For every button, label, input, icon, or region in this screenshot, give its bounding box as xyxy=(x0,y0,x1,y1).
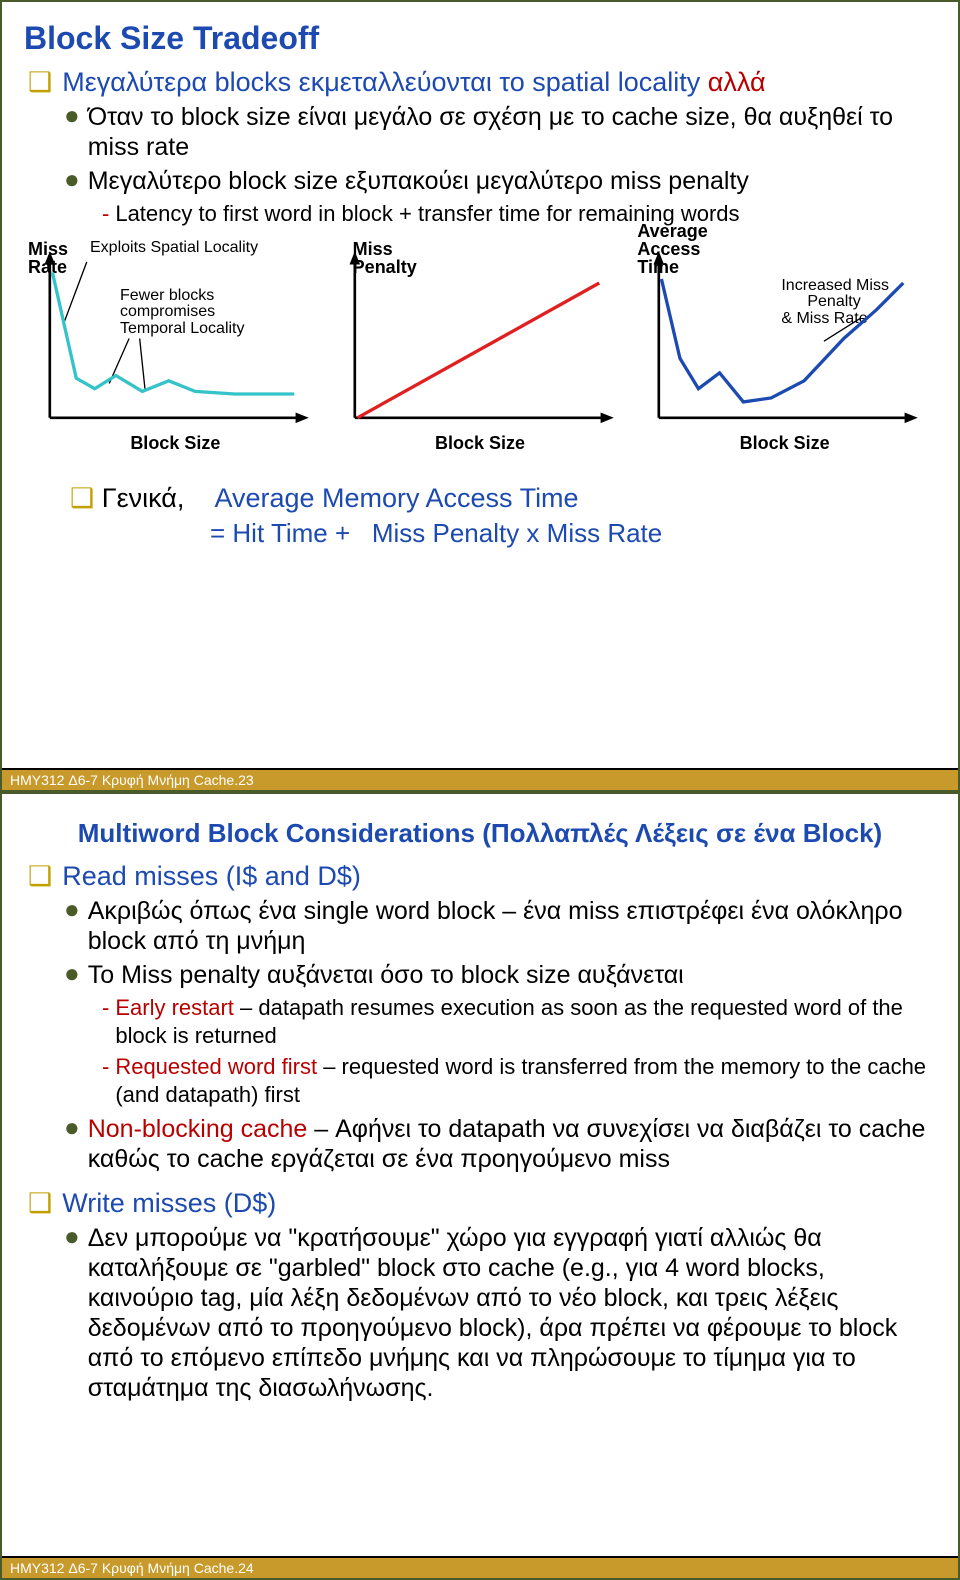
charts-row: Miss Rate Exploits Spatial Locality Fewe… xyxy=(24,246,936,454)
slide2-dash2: - Requested word first – requested word … xyxy=(102,1053,936,1108)
slide1-sub-1: ● Όταν το block size είναι μεγάλο σε σχέ… xyxy=(64,102,936,162)
slide2-d3: ● Non-blocking cache – Αφήνει το datapat… xyxy=(64,1114,936,1174)
slide-block-size-tradeoff: Block Size Tradeoff ❑ Μεγαλύτερα blocks … xyxy=(0,0,960,792)
slide1-sub-2: ● Μεγαλύτερο block size εξυπακούει μεγαλ… xyxy=(64,166,936,196)
dash-bullet-icon: - xyxy=(102,1053,109,1081)
dash-text: Requested word first – requested word is… xyxy=(115,1053,936,1108)
dot-bullet-icon: ● xyxy=(64,960,80,986)
sub-text: Μεγαλύτερο block size εξυπακούει μεγαλύτ… xyxy=(88,166,749,196)
square-bullet-icon: ❑ xyxy=(70,483,94,513)
chart2-xlabel: Block Size xyxy=(337,433,624,454)
slide2-q2: ❑ Write misses (D$) xyxy=(28,1188,936,1219)
slide1-title: Block Size Tradeoff xyxy=(24,20,936,57)
chart-miss-rate: Miss Rate Exploits Spatial Locality Fewe… xyxy=(32,246,319,454)
bullet-text: Write misses (D$) xyxy=(62,1188,276,1219)
dash-bullet-icon: - xyxy=(102,200,109,228)
sub-text: Όταν το block size είναι μεγάλο σε σχέση… xyxy=(88,102,936,162)
dot-bullet-icon: ● xyxy=(64,896,80,922)
slide1-bullet-1: ❑ Μεγαλύτερα blocks εκμεταλλεύονται το s… xyxy=(28,67,936,98)
chart-avg-access-time: Average Access Time Increased Miss Penal… xyxy=(641,246,928,454)
chart1-canvas xyxy=(32,246,319,431)
square-bullet-icon: ❑ xyxy=(28,1188,52,1219)
chart3-xlabel: Block Size xyxy=(641,433,928,454)
dot-bullet-icon: ● xyxy=(64,166,80,192)
slide2-q1: ❑ Read misses (I$ and D$) xyxy=(28,861,936,892)
slide2-d4: ● Δεν μπορούμε να "κρατήσουμε" χώρο για … xyxy=(64,1223,936,1403)
sub-text: Ακριβώς όπως ένα single word block – ένα… xyxy=(88,896,936,956)
sub-text: Το Miss penalty αυξάνεται όσο το block s… xyxy=(88,960,684,990)
sub-text: Non-blocking cache – Αφήνει το datapath … xyxy=(88,1114,936,1174)
square-bullet-icon: ❑ xyxy=(28,861,52,892)
slide-multiword-block: Multiword Block Considerations (Πολλαπλέ… xyxy=(0,792,960,1580)
slide2-footer: HMY312 Δ6-7 Κρυφή Μνήμη Cache.24 xyxy=(2,1556,958,1578)
bullet-text: Μεγαλύτερα blocks εκμεταλλεύονται το spa… xyxy=(62,67,765,98)
slide1-footer: HMY312 Δ6-7 Κρυφή Μνήμη Cache.23 xyxy=(2,768,958,790)
dot-bullet-icon: ● xyxy=(64,1223,80,1249)
chart-miss-penalty: Miss Penalty Block Size xyxy=(337,246,624,454)
chart2-canvas xyxy=(337,246,624,431)
dash-text: Early restart – datapath resumes executi… xyxy=(115,994,936,1049)
sub-text: Δεν μπορούμε να "κρατήσουμε" χώρο για εγ… xyxy=(88,1223,936,1403)
square-bullet-icon: ❑ xyxy=(28,67,52,98)
slide2-title: Multiword Block Considerations (Πολλαπλέ… xyxy=(24,818,936,849)
dot-bullet-icon: ● xyxy=(64,1114,80,1140)
amat-formula: ❑ Γενικά, Average Memory Access Time = H… xyxy=(70,480,936,552)
chart3-canvas xyxy=(641,246,928,431)
slide1-dash-1: - Latency to first word in block + trans… xyxy=(102,200,936,228)
slide2-d2: ● Το Miss penalty αυξάνεται όσο το block… xyxy=(64,960,936,990)
slide2-dash1: - Early restart – datapath resumes execu… xyxy=(102,994,936,1049)
slide2-d1: ● Ακριβώς όπως ένα single word block – έ… xyxy=(64,896,936,956)
dot-bullet-icon: ● xyxy=(64,102,80,128)
bullet-text: Read misses (I$ and D$) xyxy=(62,861,361,892)
dash-bullet-icon: - xyxy=(102,994,109,1022)
chart1-xlabel: Block Size xyxy=(32,433,319,454)
